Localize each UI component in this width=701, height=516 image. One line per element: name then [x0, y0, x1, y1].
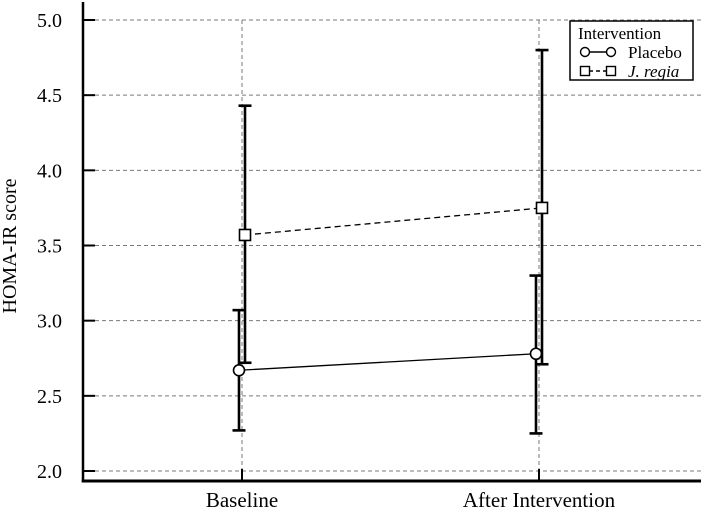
y-tick-label: 4.0 [37, 160, 62, 182]
legend-symbol-placebo [579, 46, 591, 58]
y-axis-title: HOMA-IR score [0, 178, 21, 313]
legend-symbol-placebo [605, 46, 617, 58]
y-tick-label: 3.0 [37, 311, 62, 333]
placebo-series-line [238, 353, 537, 371]
x-category-label: Baseline [206, 488, 278, 512]
placebo-marker [232, 363, 246, 377]
y-tick-label: 2.5 [37, 386, 62, 408]
j-regia-marker [238, 228, 252, 242]
legend-symbol-j-regia [605, 65, 617, 77]
x-category-label: After Intervention [463, 488, 616, 512]
j-regia-marker [535, 201, 549, 215]
legend-symbol-j-regia [579, 65, 591, 77]
legend-label-placebo: Placebo [628, 43, 682, 62]
y-tick-label: 5.0 [37, 10, 62, 32]
legend-label-j-regia: J. regia [628, 62, 679, 81]
j-regia-series-line [244, 207, 543, 236]
legend-box [569, 20, 694, 81]
y-tick-label: 2.0 [37, 461, 62, 483]
placebo-marker [529, 347, 543, 361]
legend-title: Intervention [578, 24, 662, 43]
y-tick-label: 3.5 [37, 236, 62, 258]
y-tick-label: 4.5 [37, 85, 62, 107]
